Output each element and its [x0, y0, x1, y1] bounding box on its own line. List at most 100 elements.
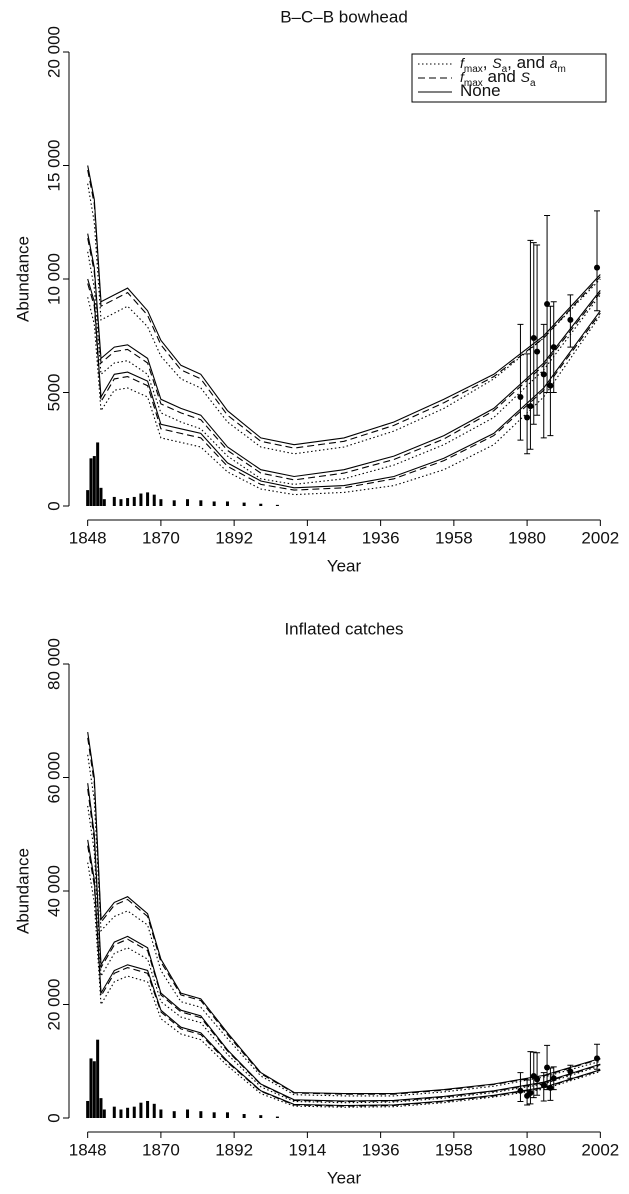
catch-bar: [126, 498, 130, 506]
abundance-line: [87, 165, 601, 446]
survey-point: [547, 382, 554, 389]
abundance-line: [87, 737, 601, 1095]
catch-bar: [92, 1061, 96, 1118]
catch-bar: [92, 456, 96, 506]
catch-bar: [199, 500, 203, 506]
abundance-line: [87, 233, 601, 478]
survey-point: [524, 414, 531, 421]
x-tick-label: 1848: [69, 528, 107, 547]
survey-point: [567, 316, 574, 323]
abundance-line: [87, 788, 601, 1103]
y-tick-label: 0: [44, 1113, 63, 1122]
abundance-line: [87, 183, 601, 455]
x-tick-label: 1958: [435, 528, 473, 547]
abundance-line: [87, 732, 601, 1095]
catch-bar: [102, 1109, 106, 1118]
legend-label-part: None: [460, 81, 501, 100]
survey-point: [530, 335, 537, 342]
error-bar: [540, 323, 547, 439]
abundance-line: [87, 783, 601, 1102]
legend-label-part: S: [521, 69, 531, 85]
survey-point: [527, 403, 534, 410]
error-bar: [534, 1052, 541, 1096]
catch-bar: [89, 458, 93, 506]
legend-label-part: max: [464, 78, 483, 89]
y-tick-label: 20 000: [44, 979, 63, 1031]
x-axis-label: Year: [327, 556, 362, 575]
legend-label-part: a: [502, 64, 508, 75]
survey-point: [540, 371, 547, 378]
y-tick-label: 20 000: [44, 26, 63, 78]
abundance-line: [87, 283, 601, 491]
catch-bar: [96, 442, 100, 506]
abundance-line: [87, 237, 601, 481]
catch-bar: [112, 1106, 116, 1118]
survey-point: [534, 348, 541, 355]
legend-label-part: m: [558, 64, 566, 75]
abundance-line: [87, 839, 601, 1107]
error-bar: [517, 323, 524, 441]
error-bar: [547, 1067, 554, 1101]
catch-bar: [199, 1111, 203, 1118]
catch-bar: [132, 1106, 136, 1118]
catch-bar: [86, 1100, 90, 1118]
catch-bar: [86, 490, 90, 506]
y-tick-label: 15 000: [44, 140, 63, 192]
catch-bar: [259, 1115, 263, 1118]
survey-point: [550, 1075, 557, 1082]
error-bar: [527, 239, 534, 450]
chart-title: B–C–B bowhead: [280, 7, 408, 26]
legend-label: fmax and Sa: [460, 67, 536, 89]
catch-bar: [99, 487, 103, 506]
legend-label: fmax, Sa, and am: [460, 53, 566, 75]
abundance-line: [87, 169, 601, 449]
catch-bar: [126, 1107, 130, 1118]
error-bar: [524, 1079, 531, 1106]
legend-label-part: f: [460, 55, 466, 71]
catch-bar: [102, 499, 106, 506]
catch-bar: [146, 1100, 150, 1118]
catch-bar: [275, 1116, 279, 1118]
x-tick-label: 1914: [288, 528, 326, 547]
catch-bar: [132, 496, 136, 506]
survey-point: [567, 1068, 574, 1075]
survey-point: [517, 1087, 524, 1094]
x-tick-label: 1936: [362, 1140, 400, 1159]
catch-bar: [159, 499, 163, 506]
legend-label-part: a: [550, 55, 558, 71]
survey-point: [527, 1090, 534, 1097]
legend-label-part: , and: [507, 53, 550, 72]
x-tick-label: 1870: [142, 528, 180, 547]
abundance-line: [87, 845, 601, 1107]
catch-bar: [275, 504, 279, 506]
catch-bar: [159, 1109, 163, 1118]
y-tick-label: 5000: [44, 374, 63, 412]
y-tick-label: 80 000: [44, 638, 63, 690]
catch-bar: [89, 1058, 93, 1118]
legend-label-part: f: [460, 69, 466, 85]
survey-point: [594, 264, 601, 271]
catch-bar: [99, 1098, 103, 1118]
abundance-line: [87, 251, 601, 485]
survey-point: [544, 1064, 551, 1071]
catch-bar: [225, 501, 229, 506]
abundance-line: [87, 862, 601, 1108]
y-tick-label: 10 000: [44, 253, 63, 305]
legend-label: None: [460, 81, 501, 100]
catch-bar: [212, 501, 216, 506]
legend-label-part: ,: [483, 53, 492, 72]
legend-label-part: and: [483, 67, 521, 86]
catch-bar: [139, 1102, 143, 1118]
y-tick-label: 60 000: [44, 752, 63, 804]
survey-point: [550, 344, 557, 351]
error-bar: [547, 305, 554, 437]
catch-bar: [259, 503, 263, 506]
x-tick-label: 1980: [508, 1140, 546, 1159]
survey-point: [517, 394, 524, 401]
x-tick-label: 1892: [215, 1140, 253, 1159]
error-bar: [530, 242, 537, 425]
catch-bar: [152, 1103, 156, 1118]
survey-point: [594, 1055, 601, 1062]
catch-bar: [242, 502, 246, 506]
